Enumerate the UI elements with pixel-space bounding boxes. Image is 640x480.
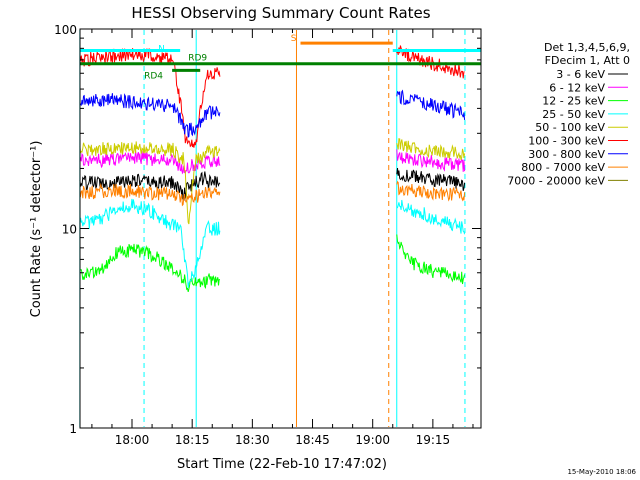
series-line-300-800-kev-seg-0 (79, 93, 221, 139)
flag-layer: S RD9 RD4 N (79, 34, 481, 81)
legend-label-300-800-kev: 300 - 800 keV (528, 148, 605, 161)
x-tick-label-19-15: 19:15 (416, 433, 451, 447)
flag-label-rd9: RD9 (188, 54, 207, 64)
chart-title: HESSI Observing Summary Count Rates (131, 4, 430, 22)
series-line-50-100-kev-seg-1 (396, 138, 466, 160)
series-line-100-300-kev-seg-1 (396, 45, 465, 79)
series-line-300-800-kev-seg-1 (396, 89, 466, 120)
legend-label-800-7000-kev: 800 - 7000 keV (521, 161, 605, 174)
legend-label-3-6-kev: 3 - 6 keV (556, 68, 605, 81)
x-axis-label: Start Time (22-Feb-10 17:47:02) (177, 457, 387, 472)
series-line-6-12-kev-seg-1 (396, 149, 466, 172)
x-tick-label-18-45: 18:45 (295, 433, 330, 447)
series-line-12-25-kev-seg-0 (79, 243, 221, 293)
series-line-3-6-kev-seg-1 (396, 168, 466, 191)
y-tick-label-10: 10 (62, 223, 77, 237)
series-line-800-7000-kev-seg-0 (79, 182, 221, 207)
legend-header-line-1: Det 1,3,4,5,6,9, (544, 41, 630, 54)
series-line-800-7000-kev-seg-1 (396, 180, 466, 202)
legend-label-100-300-kev: 100 - 300 keV (528, 135, 605, 148)
series-line-3-6-kev-seg-0 (79, 171, 221, 201)
series-line-50-100-kev-seg-0 (79, 141, 221, 225)
flag-label-rd4: RD4 (144, 71, 163, 81)
x-tick-label-18-15: 18:15 (175, 433, 210, 447)
legend: Det 1,3,4,5,6,9, FDecim 1, Att 0 3 - 6 k… (507, 41, 630, 187)
legend-label-25-50-kev: 25 - 50 keV (542, 108, 605, 121)
legend-label-12-25-kev: 12 - 25 keV (542, 95, 605, 108)
legend-header-line-2: FDecim 1, Att 0 (545, 54, 630, 67)
flag-label-n: N (158, 45, 165, 55)
x-tick-label-18-00: 18:00 (115, 433, 150, 447)
series-line-25-50-kev-seg-0 (79, 198, 221, 288)
legend-label-7000-20000-kev: 7000 - 20000 keV (507, 174, 605, 187)
y-tick-label-1: 1 (69, 422, 77, 436)
legend-label-50-100-kev: 50 - 100 keV (535, 121, 605, 134)
x-tick-label-18-30: 18:30 (235, 433, 270, 447)
series-line-6-12-kev-seg-0 (79, 150, 221, 175)
series-line-12-25-kev-seg-1 (396, 234, 466, 285)
date-stamp: 15-May-2010 18:06 (567, 468, 636, 476)
x-tick-label-19-00: 19:00 (355, 433, 390, 447)
y-axis-label: Count Rate (s⁻¹ detector⁻¹) (29, 141, 44, 318)
y-tick-label-100: 100 (54, 23, 77, 37)
flag-label-s: S (291, 34, 297, 44)
series-line-25-50-kev-seg-1 (396, 199, 466, 235)
legend-label-6-12-kev: 6 - 12 keV (549, 81, 605, 94)
axis-layer: 18:00 18:15 18:30 18:45 19:00 19:15 1 10 100 (54, 23, 481, 447)
